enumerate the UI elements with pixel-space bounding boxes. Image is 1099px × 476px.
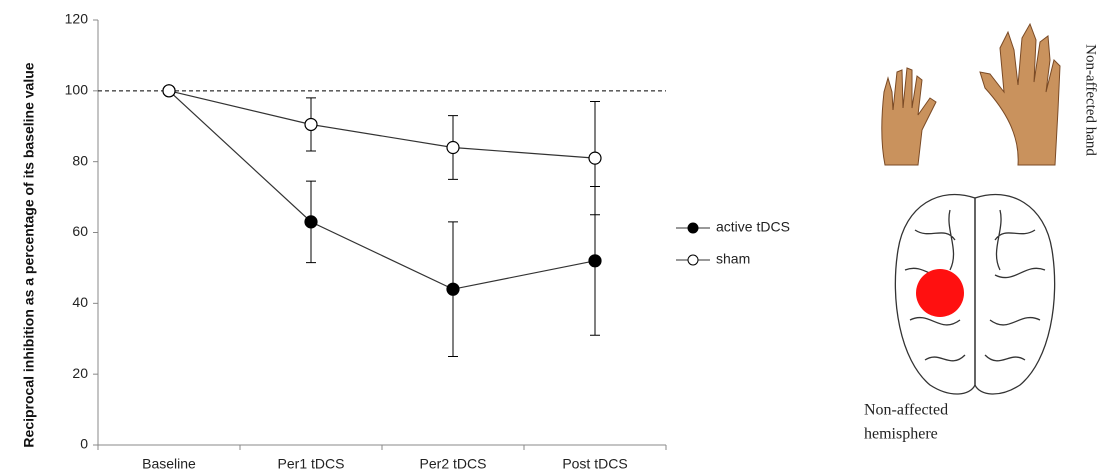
- hemisphere-label: Non-affected: [864, 402, 948, 419]
- legend-marker: [687, 254, 699, 266]
- y-tick-label: 80: [72, 152, 88, 168]
- hands-illustration: [881, 22, 1061, 166]
- y-tick-label: 100: [65, 82, 89, 98]
- data-point: [162, 84, 176, 98]
- legend-label: active tDCS: [716, 219, 790, 235]
- stimulation-site: [916, 269, 964, 317]
- y-tick-label: 40: [72, 294, 88, 310]
- data-point: [588, 151, 602, 165]
- x-tick-label: Per2 tDCS: [420, 456, 487, 472]
- data-point: [304, 117, 318, 132]
- data-point: [446, 140, 460, 155]
- legend-label: sham: [716, 251, 750, 267]
- x-tick-label: Baseline: [142, 456, 196, 472]
- y-axis-label: Reciprocal inhibition as a percentage of…: [20, 62, 37, 448]
- data-point: [304, 215, 318, 229]
- y-tick-label: 60: [72, 223, 88, 239]
- brain-illustration: [894, 193, 1056, 395]
- hemisphere-label: hemisphere: [864, 426, 938, 443]
- x-tick-label: Post tDCS: [562, 456, 627, 472]
- data-point: [446, 282, 460, 296]
- y-tick-label: 120: [65, 11, 89, 27]
- y-tick-label: 0: [80, 436, 88, 452]
- series-line: [168, 90, 596, 159]
- x-tick-label: Per1 tDCS: [278, 456, 345, 472]
- hand-label: Non-affected hand: [1083, 44, 1099, 156]
- legend-marker: [687, 222, 699, 234]
- data-point: [588, 254, 602, 268]
- y-tick-label: 20: [72, 365, 88, 381]
- series-line: [168, 90, 596, 290]
